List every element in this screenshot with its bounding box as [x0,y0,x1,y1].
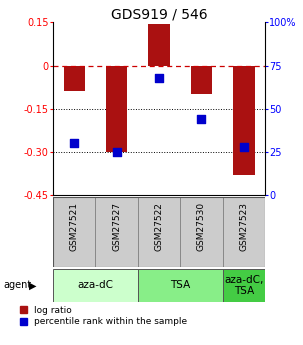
Text: agent: agent [3,280,31,290]
Text: aza-dC: aza-dC [78,280,113,290]
Point [114,149,119,155]
Point [199,116,204,122]
Bar [223,197,265,267]
Title: GDS919 / 546: GDS919 / 546 [111,7,207,21]
Text: GSM27522: GSM27522 [155,202,164,251]
Text: GSM27527: GSM27527 [112,202,121,251]
Bar [64,66,85,91]
Text: GSM27523: GSM27523 [239,202,248,251]
Bar [106,66,127,152]
Point [157,75,161,80]
Text: aza-dC,
TSA: aza-dC, TSA [224,275,264,296]
Bar [138,269,223,302]
Bar [233,66,255,175]
Legend: log ratio, percentile rank within the sample: log ratio, percentile rank within the sa… [20,306,187,326]
Text: GSM27521: GSM27521 [70,202,79,251]
Bar [148,24,170,66]
Bar [53,197,95,267]
Bar [180,197,223,267]
Bar [95,197,138,267]
Text: ▶: ▶ [29,280,36,290]
Bar [138,197,180,267]
Text: GSM27530: GSM27530 [197,202,206,252]
Text: TSA: TSA [170,280,190,290]
Bar [223,269,265,302]
Bar [191,66,212,94]
Point [72,140,77,146]
Bar [53,269,138,302]
Point [241,144,246,149]
